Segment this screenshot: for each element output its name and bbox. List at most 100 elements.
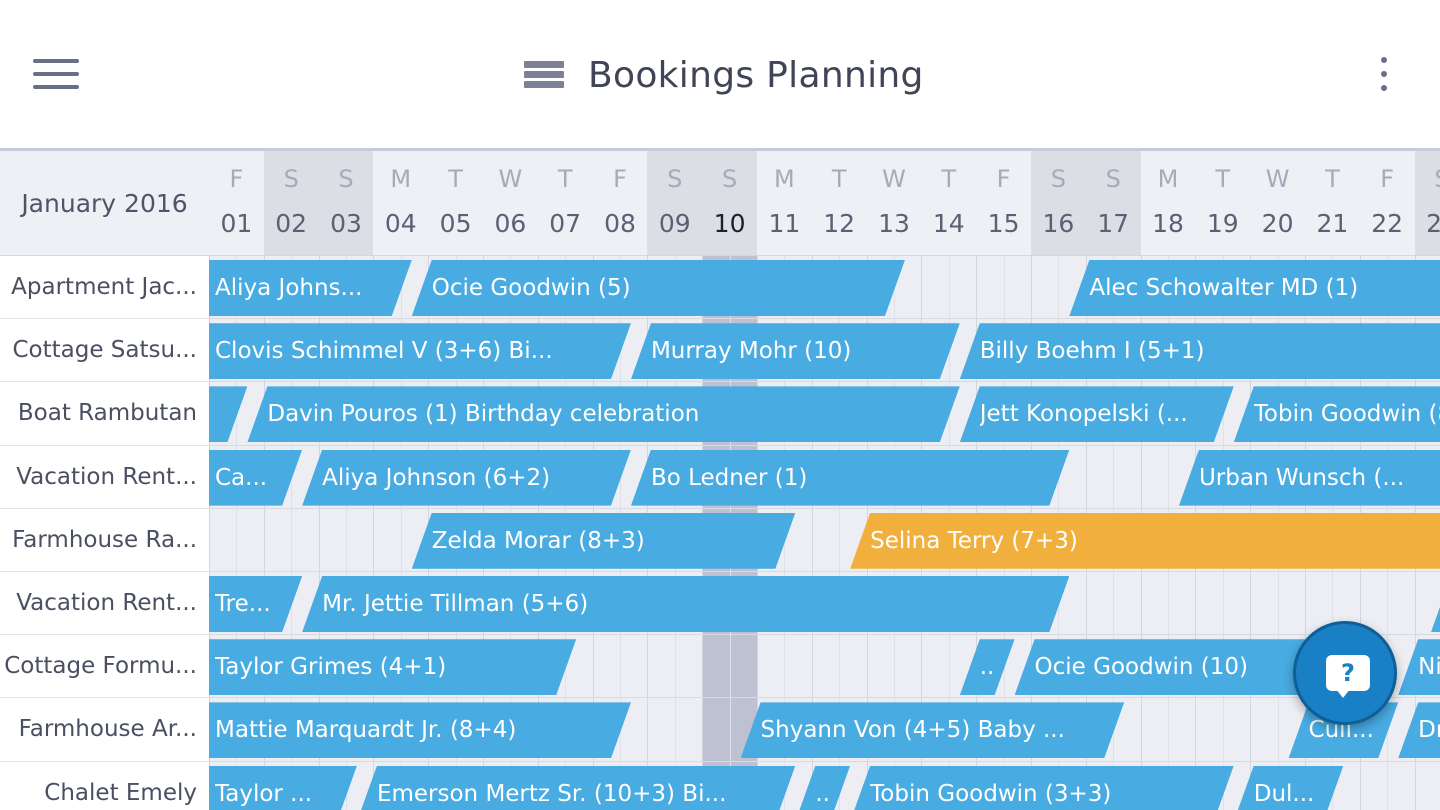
booking-bar[interactable]: Clovis Schimmel V (3+6) Bi...	[209, 323, 631, 379]
booking-label: Bo Ledner (1)	[650, 464, 808, 491]
rental-lane[interactable]: Taylor ... Emerson Mertz Sr. (10+3) Bi...…	[209, 761, 1440, 810]
booking-bar[interactable]: Emerson Mertz Sr. (10+3) Bi...	[357, 766, 795, 810]
day-header-23[interactable]: S 23	[1414, 151, 1440, 255]
rental-row: Apartment Jac... Aliya Johns... Ocie Goodw…	[0, 256, 1440, 320]
booking-bar[interactable]: Dr. Z	[1398, 702, 1440, 758]
day-header-19[interactable]: T 19	[1195, 151, 1250, 255]
day-of-week: F	[229, 165, 244, 193]
booking-bar[interactable]: Tobin Goodwin (3+3)	[850, 766, 1234, 810]
day-of-week: T	[448, 165, 463, 193]
rental-name[interactable]: Chalet Emely	[0, 761, 209, 810]
rental-name[interactable]: Apartment Jac...	[0, 256, 209, 320]
rental-lane[interactable]: Clovis Schimmel V (3+6) Bi... Murray Mohr…	[209, 319, 1440, 383]
day-header-09[interactable]: S 09	[647, 151, 703, 255]
rental-name[interactable]: Cottage Formu...	[0, 635, 209, 699]
rental-lane[interactable]: Ca... Aliya Johnson (6+2) Bo Ledner (1) Urb…	[209, 445, 1440, 509]
day-header-07[interactable]: T 07	[538, 151, 593, 255]
day-header-13[interactable]: W 13	[867, 151, 922, 255]
booking-label: Alec Schowalter MD (1)	[1089, 275, 1359, 301]
rental-lane[interactable]: Taylor Grimes (4+1)... Ocie Goodwin (10) N…	[209, 635, 1440, 699]
booking-label: Tre...	[215, 591, 271, 617]
day-of-week: W	[498, 165, 523, 193]
rental-name[interactable]: Farmhouse Ra...	[0, 508, 209, 572]
booking-bar[interactable]: ...	[795, 766, 850, 810]
day-header-18[interactable]: M 18	[1141, 151, 1196, 255]
day-header-08[interactable]: F 08	[593, 151, 648, 255]
day-header-14[interactable]: T 14	[921, 151, 976, 255]
help-button[interactable]: ?	[1293, 621, 1397, 725]
day-header-02[interactable]: S 02	[263, 151, 319, 255]
day-header-03[interactable]: S 03	[318, 151, 374, 255]
day-header-06[interactable]: W 06	[483, 151, 538, 255]
day-header-17[interactable]: S 17	[1085, 151, 1141, 255]
booking-label: Aliya Johnson (6+2)	[322, 464, 551, 491]
rental-lane[interactable]: Zelda Morar (8+3) Selina Terry (7+3)	[209, 508, 1440, 572]
booking-bar[interactable]: Tobin Goodwin (8)	[1234, 386, 1440, 442]
rental-lane[interactable]: Aliya Johns... Ocie Goodwin (5) Alec Schow…	[209, 256, 1440, 320]
booking-bar[interactable]: Bo Ledner (1)	[631, 450, 1069, 506]
month-label[interactable]: January 2016	[21, 188, 188, 218]
rental-row: Farmhouse Ar... Mattie Marquardt Jr. (8+4…	[0, 698, 1440, 762]
booking-bar[interactable]: Nitz	[1398, 639, 1440, 695]
day-header-22[interactable]: F 22	[1360, 151, 1415, 255]
booking-bar[interactable]	[1431, 576, 1440, 632]
day-header-05[interactable]: T 05	[428, 151, 483, 255]
day-header-15[interactable]: F 15	[976, 151, 1031, 255]
booking-bar[interactable]: Tre...	[209, 576, 302, 632]
rental-name[interactable]: Boat Rambutan	[0, 382, 209, 446]
day-header-01[interactable]: F 01	[209, 151, 264, 255]
booking-bar[interactable]: Billy Boehm I (5+1)	[960, 323, 1440, 379]
booking-bar[interactable]: Aliya Johnson (6+2)	[302, 450, 631, 506]
booking-label: Urban Wunsch (...	[1198, 464, 1405, 491]
booking-bar[interactable]: Aliya Johns...	[209, 260, 412, 316]
booking-bar[interactable]: Urban Wunsch (...	[1179, 450, 1440, 506]
day-header-16[interactable]: S 16	[1031, 151, 1086, 255]
day-of-week: T	[831, 165, 847, 193]
day-of-week: W	[882, 165, 906, 193]
rental-lane[interactable]: Davin Pouros (1) Birthday celebration Jet…	[209, 382, 1440, 446]
rental-name[interactable]: Cottage Satsu...	[0, 319, 209, 383]
hamburger-menu-icon[interactable]	[30, 56, 82, 92]
booking-label: Mattie Marquardt Jr. (8+4)	[215, 717, 517, 744]
day-header-20[interactable]: W 20	[1250, 151, 1305, 255]
booking-bar[interactable]: Ocie Goodwin (10)	[1015, 639, 1344, 695]
booking-bar[interactable]: Zelda Morar (8+3)	[412, 513, 796, 569]
booking-bar[interactable]: Ca...	[209, 450, 302, 506]
day-header-11[interactable]: M 11	[757, 151, 812, 255]
booking-bar[interactable]: ...	[960, 639, 1015, 695]
booking-bar[interactable]: Jett Konopelski (...	[960, 386, 1234, 442]
booking-bar[interactable]: Ocie Goodwin (5)	[412, 260, 905, 316]
planning-list-icon	[524, 59, 564, 91]
rental-lane[interactable]: Mattie Marquardt Jr. (8+4) Shyann Von (4+…	[209, 698, 1440, 762]
booking-bar[interactable]: Dul...	[1234, 766, 1344, 810]
rental-name[interactable]: Farmhouse Ar...	[0, 698, 209, 762]
day-header-12[interactable]: T 12	[812, 151, 867, 255]
day-of-week: S	[721, 165, 738, 193]
booking-bar[interactable]: Alec Schowalter MD (1)	[1069, 260, 1440, 316]
booking-label: ...	[979, 654, 995, 681]
day-number: 16	[1042, 209, 1075, 238]
rental-row: Vacation Rent... Tre... Mr. Jettie Tillman…	[0, 572, 1440, 636]
day-of-week: S	[1050, 165, 1067, 193]
booking-bar[interactable]: Mr. Jettie Tillman (5+6)	[302, 576, 1069, 632]
booking-bar[interactable]: Selina Terry (7+3)	[850, 513, 1440, 569]
more-vertical-icon[interactable]	[1372, 54, 1396, 94]
rental-name[interactable]: Vacation Rent...	[0, 572, 209, 636]
day-header-21[interactable]: T 21	[1305, 151, 1360, 255]
booking-label: Selina Terry (7+3)	[870, 527, 1078, 554]
rental-name[interactable]: Vacation Rent...	[0, 445, 209, 509]
booking-label: Murray Mohr (10)	[650, 338, 852, 365]
booking-label: Nitz	[1418, 654, 1440, 681]
booking-bar[interactable]: Taylor Grimes (4+1)	[209, 639, 576, 695]
day-header-04[interactable]: M 04	[373, 151, 428, 255]
booking-bar[interactable]: Davin Pouros (1) Birthday celebration	[247, 386, 959, 442]
booking-bar[interactable]: Taylor ...	[209, 766, 357, 810]
booking-bar[interactable]	[209, 386, 247, 442]
booking-bar[interactable]: Mattie Marquardt Jr. (8+4)	[209, 702, 631, 758]
booking-bar[interactable]: Murray Mohr (10)	[631, 323, 960, 379]
booking-bar[interactable]: Shyann Von (4+5) Baby ...	[741, 702, 1125, 758]
rental-lane[interactable]: Tre... Mr. Jettie Tillman (5+6)	[209, 572, 1440, 636]
day-of-week: T	[557, 165, 573, 193]
help-chat-icon: ?	[1326, 655, 1370, 691]
day-header-10[interactable]: S 10	[702, 151, 757, 255]
